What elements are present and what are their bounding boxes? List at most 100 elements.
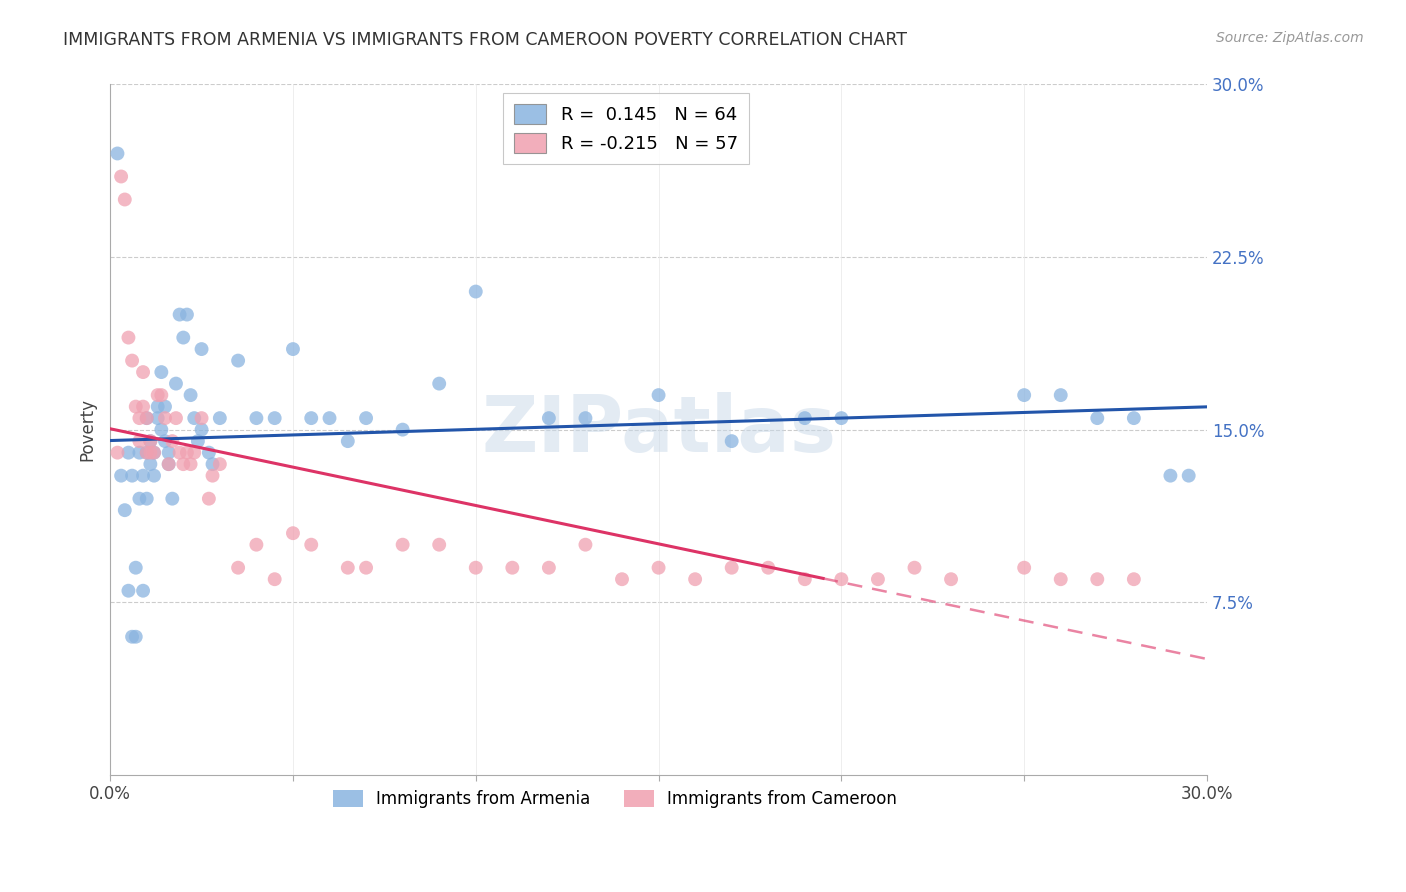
Point	[208, 411, 231, 425]
Point	[647, 388, 669, 402]
Point	[793, 572, 815, 586]
Point	[391, 423, 413, 437]
Point	[263, 572, 285, 586]
Point	[574, 411, 596, 425]
Point	[336, 434, 359, 449]
Point	[139, 434, 162, 449]
Point	[263, 411, 285, 425]
Point	[756, 560, 779, 574]
Point	[169, 445, 191, 459]
Point	[830, 572, 852, 586]
Point	[187, 434, 209, 449]
Point	[226, 560, 249, 574]
Point	[793, 411, 815, 425]
Legend: Immigrants from Armenia, Immigrants from Cameroon: Immigrants from Armenia, Immigrants from…	[326, 783, 904, 814]
Point	[190, 423, 212, 437]
Point	[198, 445, 221, 459]
Point	[114, 503, 136, 517]
Point	[830, 411, 852, 425]
Point	[157, 445, 180, 459]
Point	[354, 411, 377, 425]
Point	[132, 583, 155, 598]
Point	[574, 538, 596, 552]
Point	[135, 445, 157, 459]
Point	[157, 457, 180, 471]
Point	[537, 560, 560, 574]
Point	[1012, 560, 1035, 574]
Point	[146, 411, 169, 425]
Point	[720, 434, 742, 449]
Point	[201, 468, 224, 483]
Point	[150, 423, 173, 437]
Text: ZIPatlas: ZIPatlas	[481, 392, 837, 467]
Point	[281, 526, 304, 541]
Point	[135, 411, 157, 425]
Point	[647, 560, 669, 574]
Point	[1122, 411, 1144, 425]
Point	[146, 388, 169, 402]
Point	[128, 411, 150, 425]
Point	[176, 308, 198, 322]
Point	[183, 411, 205, 425]
Point	[464, 560, 486, 574]
Point	[537, 411, 560, 425]
Point	[143, 445, 166, 459]
Point	[903, 560, 925, 574]
Point	[318, 411, 340, 425]
Text: IMMIGRANTS FROM ARMENIA VS IMMIGRANTS FROM CAMEROON POVERTY CORRELATION CHART: IMMIGRANTS FROM ARMENIA VS IMMIGRANTS FR…	[63, 31, 907, 49]
Point	[139, 445, 162, 459]
Y-axis label: Poverty: Poverty	[79, 398, 96, 461]
Point	[117, 445, 139, 459]
Point	[1122, 572, 1144, 586]
Point	[501, 560, 523, 574]
Point	[172, 457, 194, 471]
Point	[201, 457, 224, 471]
Point	[165, 376, 187, 391]
Point	[427, 538, 450, 552]
Point	[354, 560, 377, 574]
Point	[128, 491, 150, 506]
Point	[125, 560, 148, 574]
Point	[135, 445, 157, 459]
Point	[939, 572, 962, 586]
Point	[427, 376, 450, 391]
Point	[1159, 468, 1181, 483]
Point	[110, 468, 132, 483]
Point	[117, 583, 139, 598]
Point	[281, 342, 304, 356]
Point	[121, 630, 143, 644]
Point	[150, 388, 173, 402]
Point	[132, 400, 155, 414]
Point	[117, 330, 139, 344]
Point	[107, 146, 129, 161]
Point	[165, 411, 187, 425]
Point	[198, 491, 221, 506]
Point	[176, 445, 198, 459]
Point	[143, 468, 166, 483]
Point	[1049, 572, 1071, 586]
Point	[114, 193, 136, 207]
Point	[153, 434, 176, 449]
Point	[226, 353, 249, 368]
Point	[125, 400, 148, 414]
Point	[1085, 411, 1108, 425]
Point	[162, 491, 184, 506]
Point	[190, 411, 212, 425]
Point	[121, 353, 143, 368]
Point	[157, 457, 180, 471]
Point	[720, 560, 742, 574]
Point	[180, 388, 202, 402]
Point	[125, 630, 148, 644]
Point	[132, 468, 155, 483]
Point	[245, 538, 267, 552]
Point	[180, 457, 202, 471]
Text: Source: ZipAtlas.com: Source: ZipAtlas.com	[1216, 31, 1364, 45]
Point	[245, 411, 267, 425]
Point	[1085, 572, 1108, 586]
Point	[153, 411, 176, 425]
Point	[128, 445, 150, 459]
Point	[139, 434, 162, 449]
Point	[139, 457, 162, 471]
Point	[1012, 388, 1035, 402]
Point	[866, 572, 889, 586]
